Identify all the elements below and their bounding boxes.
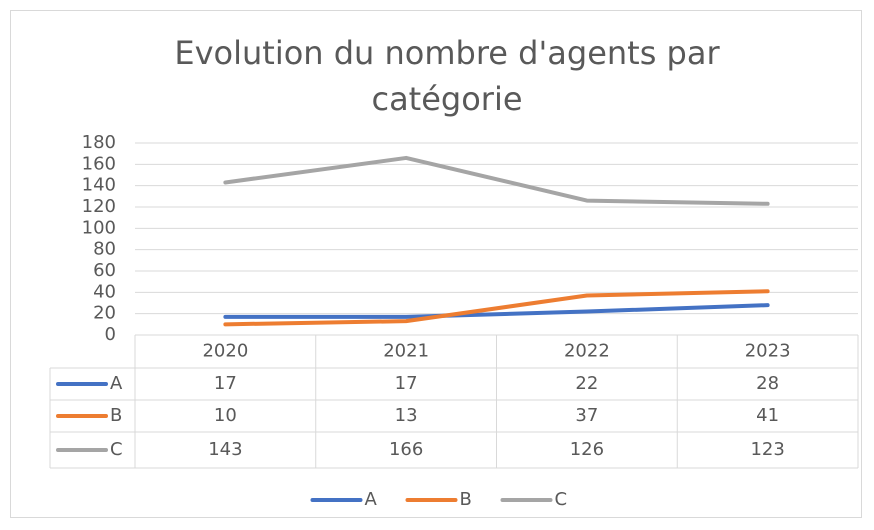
- chart-frame: [10, 10, 862, 518]
- x-tick-label: 2022: [564, 341, 610, 362]
- legend-label: A: [365, 489, 378, 510]
- table-value: 123: [750, 439, 784, 460]
- series-line: [223, 289, 770, 327]
- table-value: 10: [214, 405, 237, 426]
- y-tick-label: 40: [93, 281, 116, 302]
- table-value: 37: [575, 405, 598, 426]
- table-value: 17: [395, 373, 418, 394]
- table-value: 166: [389, 439, 423, 460]
- table-value: 41: [756, 405, 779, 426]
- y-tick-label: 100: [82, 217, 116, 238]
- y-tick-label: 0: [105, 324, 116, 345]
- legend-label: B: [460, 489, 472, 510]
- table-series-name: C: [110, 439, 123, 460]
- series-line: [223, 155, 770, 206]
- table-value: 13: [395, 405, 418, 426]
- legend-label: C: [555, 489, 568, 510]
- x-tick-label: 2023: [745, 341, 791, 362]
- table-value: 28: [756, 373, 779, 394]
- y-tick-label: 80: [93, 239, 116, 260]
- y-tick-label: 60: [93, 260, 116, 281]
- y-tick-label: 20: [93, 303, 116, 324]
- table-series-name: B: [110, 405, 122, 426]
- table-value: 17: [214, 373, 237, 394]
- series-line: [223, 303, 770, 319]
- y-tick-label: 160: [82, 153, 116, 174]
- chart-title: Evolution du nombre d'agents par catégor…: [174, 34, 720, 118]
- x-tick-label: 2021: [383, 341, 429, 362]
- y-tick-label: 140: [82, 175, 116, 196]
- table-value: 143: [208, 439, 242, 460]
- x-tick-label: 2020: [202, 341, 248, 362]
- table-series-name: A: [110, 373, 123, 394]
- y-tick-label: 120: [82, 196, 116, 217]
- table-value: 22: [575, 373, 598, 394]
- y-tick-label: 180: [82, 132, 116, 153]
- table-value: 126: [570, 439, 604, 460]
